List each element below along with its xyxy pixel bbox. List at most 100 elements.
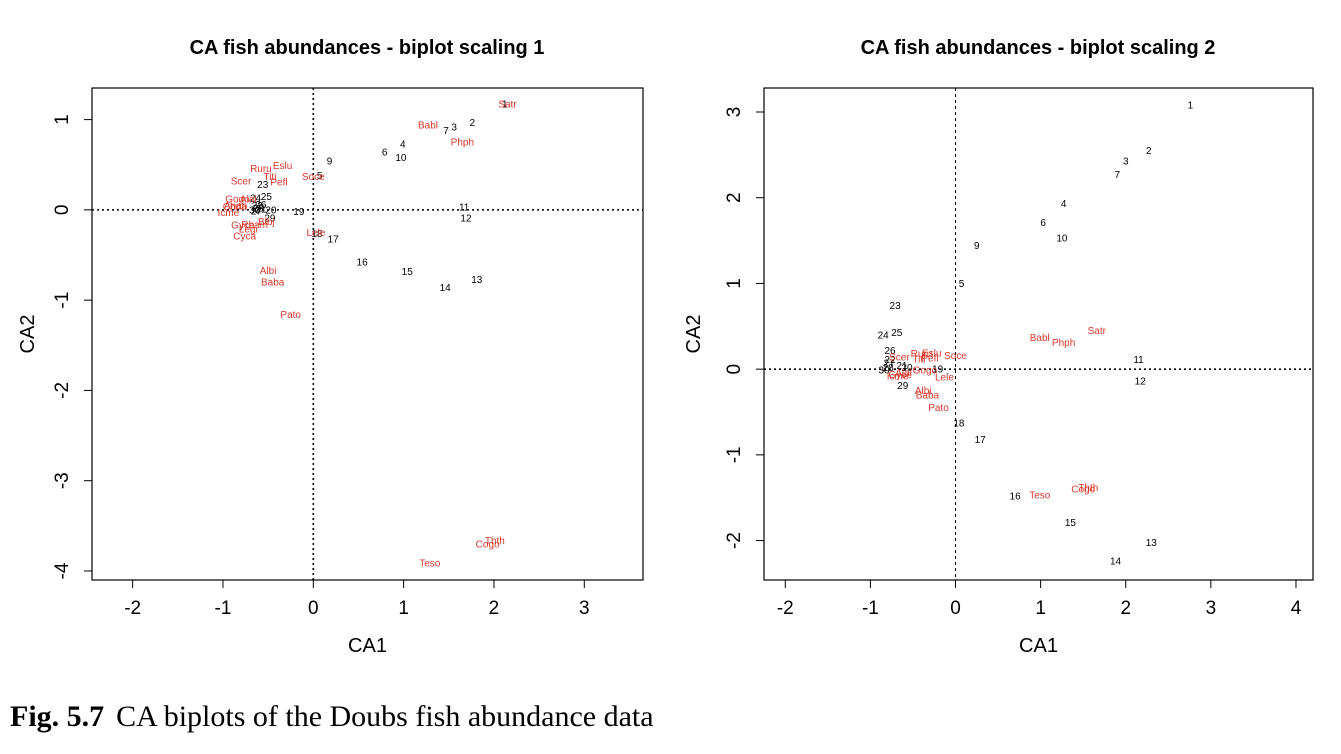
- species-label: Pato: [928, 403, 949, 414]
- site-label: 25: [261, 192, 273, 203]
- species-label: Eslu: [273, 161, 292, 172]
- site-label: 26: [884, 346, 896, 357]
- species-label: Chna: [223, 202, 247, 213]
- species-label: Gogo: [225, 195, 250, 206]
- site-label: 27: [251, 206, 263, 217]
- site-label: 7: [1114, 170, 1120, 181]
- site-label: 5: [959, 279, 965, 290]
- species-label: Teso: [419, 558, 441, 569]
- site-label: 29: [264, 213, 276, 224]
- site-label: 12: [460, 213, 472, 224]
- x-tick-label: 2: [1120, 598, 1131, 619]
- biplot-panel-scaling-2: CA fish abundances - biplot scaling 2 -2 -…: [683, 37, 1314, 657]
- species-label: Soce: [944, 351, 967, 362]
- site-label: 2: [1146, 146, 1152, 157]
- site-label: 24: [878, 330, 890, 341]
- species-label: Phph: [1052, 338, 1075, 349]
- site-label: 15: [1065, 518, 1077, 529]
- site-label: 10: [1056, 234, 1068, 245]
- species-label: Legi: [239, 224, 258, 235]
- plot-frame: [91, 87, 644, 581]
- site-label: 26: [255, 200, 267, 211]
- site-label: 5: [317, 171, 323, 182]
- x-tick-label: -2: [777, 598, 794, 619]
- y-tick-label: -4: [52, 562, 73, 579]
- species-label: Satr: [1088, 326, 1107, 337]
- site-label: 15: [402, 267, 414, 278]
- site-label: 3: [1123, 156, 1129, 167]
- y-tick-label: 3: [724, 107, 745, 118]
- site-label: 21: [896, 361, 908, 372]
- species-label: Pefl: [270, 177, 287, 188]
- site-label: 28: [253, 204, 265, 215]
- site-label: 3: [451, 122, 457, 133]
- species-label: Cogo: [476, 539, 500, 550]
- species-label: Scer: [231, 176, 252, 187]
- site-label: 17: [328, 234, 340, 245]
- species-label: Alal: [895, 368, 912, 379]
- x-tick-label: 1: [1035, 598, 1046, 619]
- site-label: 4: [400, 139, 406, 150]
- y-tick-label: -1: [724, 446, 745, 463]
- site-label: 18: [311, 229, 323, 240]
- y-tick-label: -3: [52, 472, 73, 489]
- species-label: Albi: [260, 266, 277, 277]
- y-tick-label: 1: [52, 114, 73, 125]
- site-label: 2: [469, 118, 475, 129]
- site-label: 1: [502, 100, 508, 111]
- species-label: Blbj: [258, 217, 275, 228]
- species-label: Icme: [887, 372, 909, 383]
- site-label: 28: [883, 363, 895, 374]
- site-label: 23: [890, 301, 902, 312]
- x-tick-label: 3: [1206, 598, 1217, 619]
- x-tick-label: 4: [1291, 598, 1302, 619]
- y-axis-label: CA2: [17, 315, 39, 354]
- chart-title: CA fish abundances - biplot scaling 2: [861, 37, 1216, 59]
- site-label: 14: [440, 283, 452, 294]
- x-tick-label: -1: [215, 598, 232, 619]
- y-tick-label: -1: [52, 292, 73, 309]
- site-label: 25: [891, 328, 903, 339]
- species-label: Rham: [241, 220, 268, 231]
- x-tick-label: -1: [862, 598, 879, 619]
- y-tick-label: 0: [724, 364, 745, 375]
- species-label: Alal: [240, 195, 257, 206]
- site-label: 18: [953, 419, 965, 430]
- species-label: Ruru: [911, 349, 933, 360]
- species-label: Phph: [451, 138, 474, 149]
- x-tick-label: 1: [398, 598, 409, 619]
- x-tick-label: 0: [308, 598, 319, 619]
- site-label: 17: [975, 435, 987, 446]
- species-label: Thth: [1078, 483, 1098, 494]
- chart-title: CA fish abundances - biplot scaling 1: [190, 37, 545, 59]
- site-label: 6: [382, 148, 388, 159]
- site-label: 19: [293, 207, 305, 218]
- species-label: Albi: [915, 386, 932, 397]
- x-tick-label: 0: [950, 598, 961, 619]
- x-axis-label: CA1: [348, 635, 387, 657]
- species-label: Baba: [261, 278, 285, 289]
- figure-caption: Fig. 5.7 CA biplots of the Doubs fish abu…: [10, 700, 654, 734]
- species-label: Lele: [935, 372, 954, 383]
- site-label: 19: [932, 365, 944, 376]
- species-label: Baba: [916, 390, 940, 401]
- species-label: Eslu: [922, 348, 941, 359]
- y-axis-label: CA2: [683, 315, 705, 354]
- site-label: 24: [250, 194, 262, 205]
- species-label: Pato: [280, 310, 301, 321]
- species-label: Babl: [1030, 333, 1050, 344]
- x-tick-label: 2: [489, 598, 500, 619]
- site-label: 30: [249, 205, 261, 216]
- species-label: Scer: [889, 353, 910, 364]
- site-label: 4: [1061, 199, 1067, 210]
- site-label: 20: [901, 363, 913, 374]
- y-tick-label: -2: [52, 382, 73, 399]
- biplot-figure: CA fish abundances - biplot scaling 1 -2 -…: [17, 37, 1314, 657]
- site-label: 22: [252, 201, 264, 212]
- x-axis-label: CA1: [1019, 635, 1058, 657]
- species-label: Satr: [498, 100, 517, 111]
- species-label: Gyce: [889, 370, 913, 381]
- site-label: 23: [257, 180, 269, 191]
- species-label: Babl: [418, 121, 438, 132]
- site-label: 6: [1040, 218, 1046, 229]
